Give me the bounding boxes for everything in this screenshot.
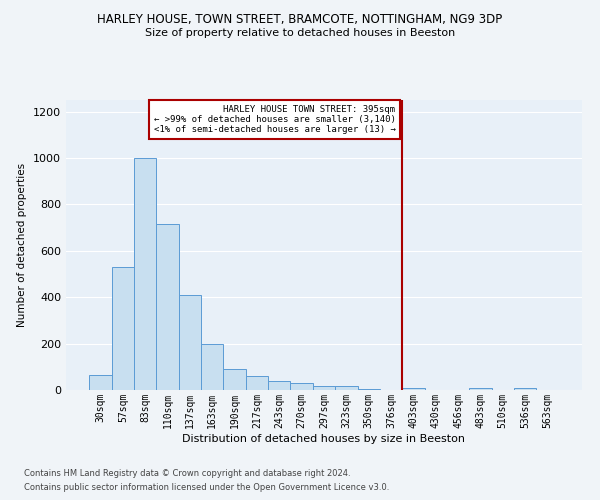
Bar — [358, 389, 380, 390]
Bar — [514, 388, 536, 390]
Text: HARLEY HOUSE, TOWN STREET, BRAMCOTE, NOTTINGHAM, NG9 3DP: HARLEY HOUSE, TOWN STREET, BRAMCOTE, NOT… — [97, 12, 503, 26]
Bar — [89, 375, 112, 390]
Bar — [268, 380, 290, 390]
Bar — [223, 369, 246, 390]
Bar — [134, 158, 157, 390]
Text: HARLEY HOUSE TOWN STREET: 395sqm
← >99% of detached houses are smaller (3,140)
<: HARLEY HOUSE TOWN STREET: 395sqm ← >99% … — [154, 104, 395, 134]
Text: Contains public sector information licensed under the Open Government Licence v3: Contains public sector information licen… — [24, 484, 389, 492]
Bar — [402, 388, 425, 390]
Bar — [201, 344, 223, 390]
Bar — [179, 296, 201, 390]
Bar — [157, 224, 179, 390]
Bar — [290, 382, 313, 390]
Text: Contains HM Land Registry data © Crown copyright and database right 2024.: Contains HM Land Registry data © Crown c… — [24, 468, 350, 477]
Bar — [313, 386, 335, 390]
Text: Size of property relative to detached houses in Beeston: Size of property relative to detached ho… — [145, 28, 455, 38]
Bar — [469, 388, 491, 390]
Bar — [335, 386, 358, 390]
X-axis label: Distribution of detached houses by size in Beeston: Distribution of detached houses by size … — [182, 434, 466, 444]
Bar — [112, 267, 134, 390]
Y-axis label: Number of detached properties: Number of detached properties — [17, 163, 28, 327]
Bar — [246, 376, 268, 390]
